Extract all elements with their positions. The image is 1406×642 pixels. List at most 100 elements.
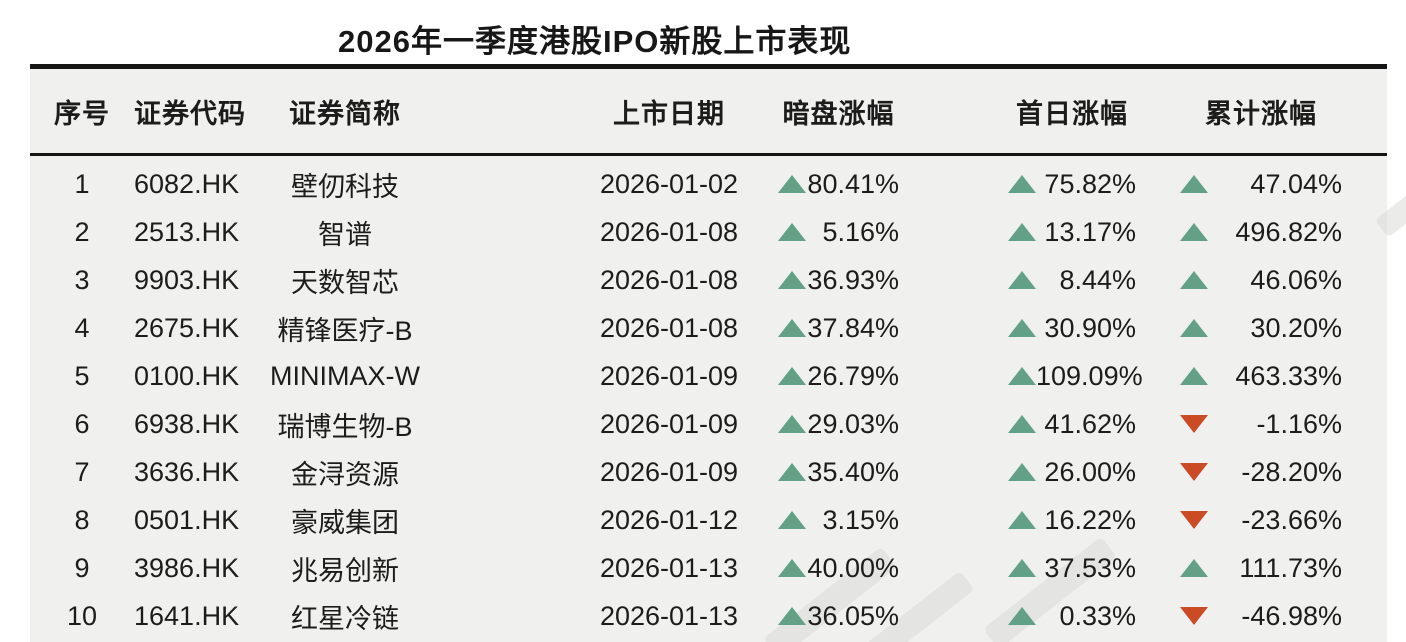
table-container: 序号 证券代码 证券简称 上市日期 暗盘涨幅 首日涨幅 累计涨幅 1 6082.H… (30, 64, 1387, 642)
security-code: 0501.HK (134, 504, 240, 535)
first-day-gain-cell: 8.44% (1008, 265, 1136, 296)
row-index: 5 (74, 360, 90, 391)
col-header-index: 序号 (54, 98, 110, 129)
first-day-gain-cell: 0.33% (1008, 601, 1136, 632)
up-triangle-icon (778, 175, 806, 193)
percent-value: -28.20% (1241, 456, 1342, 487)
percent-value: 47.04% (1250, 168, 1342, 199)
up-triangle-icon (1008, 511, 1036, 529)
up-triangle-icon (778, 223, 806, 241)
percent-value: 0.33% (1059, 600, 1136, 631)
percent-value: 16.22% (1044, 504, 1136, 535)
cumulative-gain-cell: 30.20% (1180, 313, 1342, 344)
percent-value: 36.93% (807, 264, 899, 295)
percent-value: 30.20% (1250, 312, 1342, 343)
down-triangle-icon (1180, 607, 1208, 625)
up-triangle-icon (778, 415, 806, 433)
first-day-gain-cell: 13.17% (1008, 217, 1136, 248)
security-name: 瑞博生物-B (277, 411, 413, 442)
page-title: 2026年一季度港股IPO新股上市表现 (338, 24, 852, 59)
dark-gain-cell: 5.16% (778, 217, 899, 248)
up-triangle-icon (1008, 175, 1036, 193)
table-row: 1 6082.HK 壁仞科技 2026-01-02 80.41% 75.82% 47.04% (30, 160, 1387, 208)
cumulative-gain-cell: 47.04% (1180, 169, 1342, 200)
cumulative-gain-cell: -28.20% (1180, 457, 1342, 488)
listing-date: 2026-01-02 (599, 168, 739, 199)
table-row: 8 0501.HK 豪威集团 2026-01-12 3.15% 16.22% -23.66% (30, 496, 1387, 544)
percent-value: -1.16% (1256, 408, 1342, 439)
security-name: MINIMAX-W (270, 360, 420, 391)
security-name: 天数智芯 (291, 267, 399, 298)
row-index: 1 (74, 168, 90, 199)
table-row: 4 2675.HK 精锋医疗-B 2026-01-08 37.84% 30.90% 30.2… (30, 304, 1387, 352)
cumulative-gain-cell: -1.16% (1180, 409, 1342, 440)
cumulative-gain-cell: -23.66% (1180, 505, 1342, 536)
listing-date: 2026-01-09 (599, 360, 739, 391)
security-code: 1641.HK (134, 600, 240, 631)
first-day-gain-cell: 109.09% (1008, 361, 1143, 392)
security-code: 2513.HK (134, 216, 240, 247)
dark-gain-cell: 26.79% (778, 361, 899, 392)
row-index: 8 (74, 504, 90, 535)
col-header-listing-date: 上市日期 (613, 98, 725, 129)
dark-gain-cell: 3.15% (778, 505, 899, 536)
percent-value: 26.00% (1044, 456, 1136, 487)
dark-gain-cell: 29.03% (778, 409, 899, 440)
percent-value: 80.41% (807, 168, 899, 199)
security-name: 金浔资源 (291, 459, 399, 490)
cumulative-gain-cell: 496.82% (1180, 217, 1342, 248)
row-index: 3 (74, 264, 90, 295)
up-triangle-icon (1008, 463, 1036, 481)
up-triangle-icon (1180, 559, 1208, 577)
row-index: 10 (66, 600, 98, 631)
row-index: 6 (74, 408, 90, 439)
listing-date: 2026-01-08 (599, 312, 739, 343)
down-triangle-icon (1180, 415, 1208, 433)
listing-date: 2026-01-08 (599, 264, 739, 295)
table-row: 10 1641.HK 红星冷链 2026-01-13 36.05% 0.33% -46.98… (30, 592, 1387, 640)
dark-gain-cell: 35.40% (778, 457, 899, 488)
security-code: 0100.HK (134, 360, 240, 391)
col-header-security-name: 证券简称 (289, 98, 401, 129)
security-name: 精锋医疗-B (277, 315, 413, 346)
percent-value: 35.40% (807, 456, 899, 487)
listing-date: 2026-01-08 (599, 216, 739, 247)
down-triangle-icon (1180, 511, 1208, 529)
first-day-gain-cell: 30.90% (1008, 313, 1136, 344)
percent-value: 75.82% (1044, 168, 1136, 199)
cumulative-gain-cell: 46.06% (1180, 265, 1342, 296)
percent-value: 463.33% (1235, 360, 1342, 391)
up-triangle-icon (778, 607, 806, 625)
percent-value: 40.00% (807, 552, 899, 583)
up-triangle-icon (1008, 223, 1036, 241)
percent-value: 37.84% (807, 312, 899, 343)
dark-gain-cell: 37.84% (778, 313, 899, 344)
up-triangle-icon (1008, 319, 1036, 337)
up-triangle-icon (778, 271, 806, 289)
percent-value: 26.79% (807, 360, 899, 391)
table-row: 9 3986.HK 兆易创新 2026-01-13 40.00% 37.53% 111.73… (30, 544, 1387, 592)
dark-gain-cell: 36.05% (778, 601, 899, 632)
up-triangle-icon (778, 559, 806, 577)
dark-gain-cell: 36.93% (778, 265, 899, 296)
up-triangle-icon (1180, 319, 1208, 337)
up-triangle-icon (1180, 175, 1208, 193)
down-triangle-icon (1180, 463, 1208, 481)
percent-value: -46.98% (1241, 600, 1342, 631)
security-code: 2675.HK (134, 312, 240, 343)
row-index: 4 (74, 312, 90, 343)
first-day-gain-cell: 75.82% (1008, 169, 1136, 200)
col-header-first-day-gain: 首日涨幅 (1016, 98, 1128, 129)
percent-value: 109.09% (1036, 360, 1143, 391)
percent-value: -23.66% (1241, 504, 1342, 535)
listing-date: 2026-01-09 (599, 456, 739, 487)
security-code: 3986.HK (134, 552, 240, 583)
row-index: 9 (74, 552, 90, 583)
dark-gain-cell: 40.00% (778, 553, 899, 584)
up-triangle-icon (1180, 223, 1208, 241)
up-triangle-icon (1008, 559, 1036, 577)
security-code: 6938.HK (134, 408, 240, 439)
col-header-security-code: 证券代码 (134, 98, 246, 129)
up-triangle-icon (1008, 415, 1036, 433)
first-day-gain-cell: 37.53% (1008, 553, 1136, 584)
